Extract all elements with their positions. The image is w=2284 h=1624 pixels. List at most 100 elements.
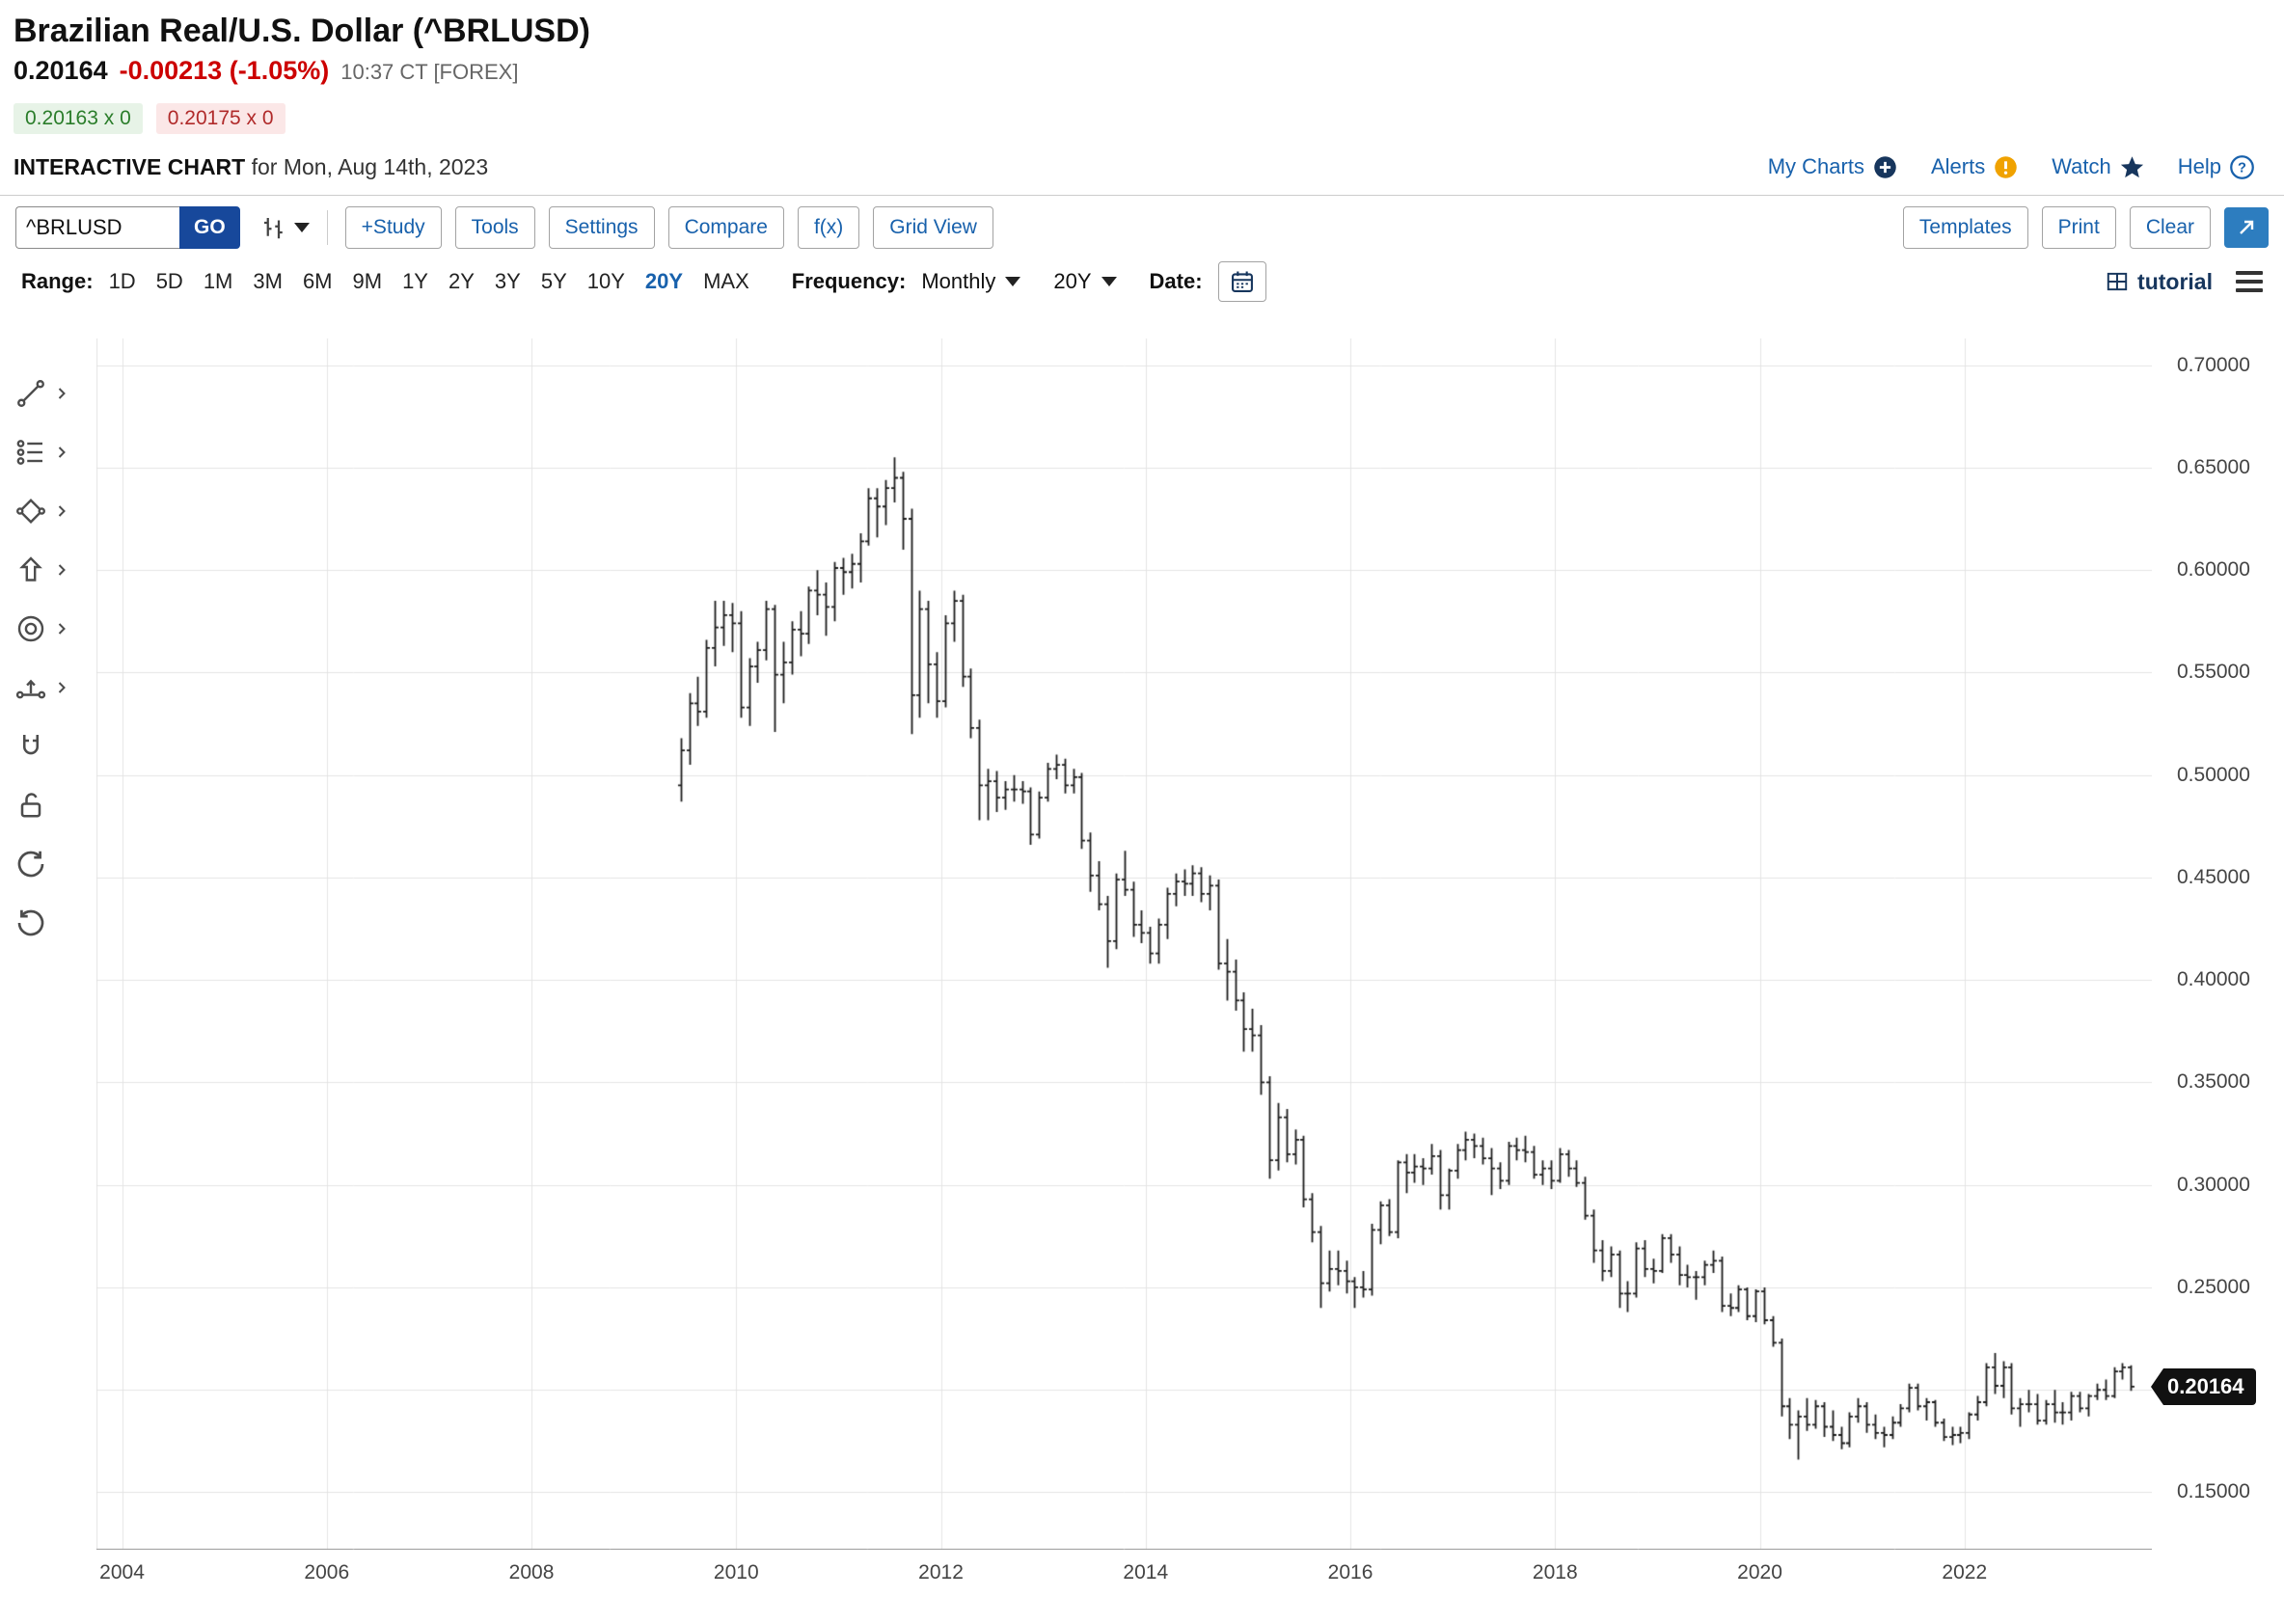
shapes-tool-button[interactable] — [14, 494, 71, 528]
range-option-1m[interactable]: 1M — [203, 269, 233, 293]
tutorial-link[interactable]: tutorial — [2105, 269, 2213, 295]
price-chart-canvas[interactable] — [96, 338, 2152, 1550]
range-frequency-row: Range: 1D 5D 1M 3M 6M 9M 1Y 2Y 3Y 5Y 10Y… — [0, 257, 2284, 310]
undo-button[interactable] — [14, 847, 48, 881]
chevron-down-icon — [293, 223, 310, 232]
y-axis-label: 0.30000 — [2177, 1173, 2250, 1196]
toolbar-divider — [326, 210, 328, 245]
compare-button[interactable]: Compare — [667, 206, 784, 249]
trendline-tool-button[interactable] — [14, 376, 71, 411]
arrow-tool-button[interactable] — [14, 553, 71, 587]
range-option-3m[interactable]: 3M — [253, 269, 283, 293]
fx-button[interactable]: f(x) — [797, 206, 860, 249]
y-axis-label: 0.40000 — [2177, 968, 2250, 991]
chart-toolbar: GO +Study Tools Settings Compare f(x) Gr… — [0, 196, 2284, 257]
chevron-down-icon — [1005, 277, 1021, 286]
chevron-right-icon — [58, 447, 66, 458]
measure-tool-button[interactable] — [14, 670, 71, 705]
go-button[interactable]: GO — [179, 206, 240, 249]
watch-label: Watch — [2052, 154, 2111, 178]
grid-view-icon — [2107, 272, 2128, 291]
range-option-max[interactable]: MAX — [703, 269, 749, 293]
calendar-icon — [1231, 271, 1253, 292]
range-option-1y[interactable]: 1Y — [402, 269, 428, 293]
price-tag-notch — [2151, 1367, 2163, 1405]
symbol-input[interactable] — [15, 206, 179, 249]
star-icon — [2120, 155, 2143, 177]
watch-link[interactable]: Watch — [2052, 154, 2145, 180]
frequency-dropdown[interactable]: Monthly — [921, 269, 1021, 294]
period-dropdown[interactable]: 20Y — [1053, 269, 1117, 294]
menu-button[interactable] — [2232, 267, 2267, 296]
arrow-tool-icon — [19, 556, 42, 582]
interactive-chart-row: INTERACTIVE CHART for Mon, Aug 14th, 202… — [14, 145, 2269, 189]
x-axis-label: 2020 — [1737, 1561, 1782, 1583]
range-option-5d[interactable]: 5D — [155, 269, 183, 293]
y-axis-label: 0.25000 — [2177, 1275, 2250, 1298]
my-charts-link[interactable]: My Charts — [1768, 154, 1898, 180]
fullscreen-button[interactable] — [2224, 207, 2269, 248]
my-charts-label: My Charts — [1767, 154, 1864, 178]
y-axis-label: 0.70000 — [2177, 353, 2250, 376]
price-tag-value: 0.20164 — [2163, 1367, 2256, 1405]
circle-marker-tool-button[interactable] — [14, 611, 71, 646]
tools-button[interactable]: Tools — [454, 206, 535, 249]
header-links: My Charts Alerts Watch Help ? — [1768, 154, 2255, 180]
alerts-link[interactable]: Alerts — [1931, 154, 2019, 180]
y-axis-label: 0.50000 — [2177, 763, 2250, 786]
undo-icon — [17, 851, 44, 878]
annotations-tool-icon — [16, 440, 42, 465]
magnet-tool-button[interactable] — [14, 729, 48, 764]
page-title: Brazilian Real/U.S. Dollar (^BRLUSD) — [14, 13, 590, 49]
quote-timestamp: 10:37 CT [FOREX] — [340, 60, 519, 84]
range-option-1d[interactable]: 1D — [108, 269, 136, 293]
page-breadcrumb: INTERACTIVE CHART for Mon, Aug 14th, 202… — [14, 154, 488, 180]
range-option-9m[interactable]: 9M — [352, 269, 383, 293]
bid-badge: 0.20163 x 0 — [14, 103, 143, 134]
frequency-label: Frequency: — [791, 269, 907, 293]
y-axis-label: 0.45000 — [2177, 865, 2250, 888]
page-label: INTERACTIVE CHART — [14, 153, 246, 179]
shapes-tool-icon — [15, 499, 45, 524]
chart-area: 0.70000 0.65000 0.60000 0.55000 0.50000 0.450… — [0, 310, 2284, 1621]
question-circle-icon: ? — [2230, 154, 2254, 179]
settings-button[interactable]: Settings — [548, 206, 655, 249]
range-option-2y[interactable]: 2Y — [448, 269, 475, 293]
x-axis-label: 2012 — [918, 1561, 964, 1583]
chart-type-dropdown[interactable] — [259, 213, 310, 242]
date-picker-button[interactable] — [1217, 261, 1266, 302]
symbol-search-group: GO — [15, 206, 240, 249]
add-study-button[interactable]: +Study — [344, 206, 442, 249]
y-axis-label: 0.65000 — [2177, 455, 2250, 478]
price-change: -0.00213 (-1.05%) — [119, 56, 330, 85]
help-link[interactable]: Help ? — [2178, 154, 2255, 180]
x-axis-label: 2006 — [304, 1561, 350, 1583]
chevron-right-icon — [58, 623, 66, 635]
date-label: Date: — [1149, 269, 1203, 293]
x-axis-label: 2016 — [1327, 1561, 1373, 1583]
templates-button[interactable]: Templates — [1902, 206, 2028, 249]
right-controls: tutorial — [2105, 267, 2267, 296]
x-axis-label: 2022 — [1942, 1561, 1988, 1583]
print-button[interactable]: Print — [2041, 206, 2116, 249]
annotations-tool-button[interactable] — [14, 435, 71, 470]
lock-open-icon — [20, 793, 41, 818]
range-option-5y[interactable]: 5Y — [540, 269, 567, 293]
grid-view-button[interactable]: Grid View — [873, 206, 993, 249]
range-option-20y-selected[interactable]: 20Y — [644, 269, 684, 293]
redo-button[interactable] — [14, 906, 48, 940]
range-label: Range: — [21, 269, 94, 293]
clear-button[interactable]: Clear — [2129, 206, 2211, 249]
lock-tool-button[interactable] — [14, 788, 48, 823]
range-option-6m[interactable]: 6M — [302, 269, 333, 293]
tutorial-label: tutorial — [2137, 268, 2213, 294]
bid-ask-row: 0.20163 x 0 0.20175 x 0 — [14, 100, 2269, 137]
range-option-10y[interactable]: 10Y — [586, 269, 625, 293]
x-axis-label: 2018 — [1532, 1561, 1578, 1583]
help-label: Help — [2177, 154, 2221, 178]
ask-badge: 0.20175 x 0 — [155, 103, 286, 134]
magnet-tool-icon — [22, 735, 40, 755]
x-axis-label: 2014 — [1123, 1561, 1169, 1583]
range-option-3y[interactable]: 3Y — [494, 269, 521, 293]
